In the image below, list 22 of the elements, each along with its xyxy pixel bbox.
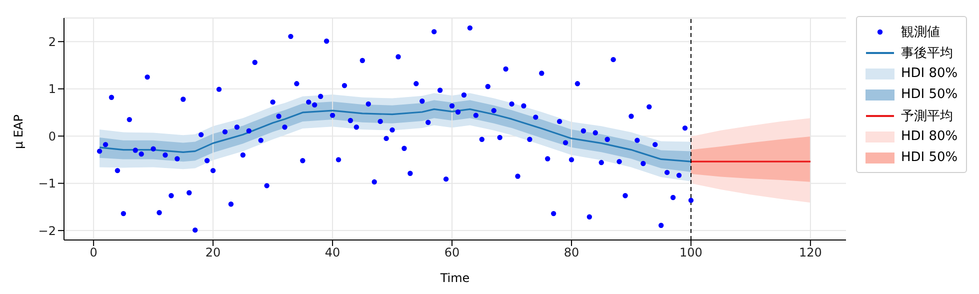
legend-label: 事後平均 xyxy=(901,44,953,62)
x-tick-label: 80 xyxy=(564,246,580,260)
x-tick-label: 40 xyxy=(324,246,340,260)
y-axis-title: μ EAP xyxy=(11,114,26,149)
y-tick-label: 2 xyxy=(48,34,56,49)
legend-label: HDI 80% xyxy=(901,66,958,81)
legend-label: 予測平均 xyxy=(901,108,953,124)
x-tick-label: 120 xyxy=(799,246,822,260)
x-tick-label: 0 xyxy=(90,246,98,260)
x-tick-label: 20 xyxy=(205,246,221,260)
x-tick-label: 60 xyxy=(444,246,460,260)
legend-label: HDI 50% xyxy=(901,87,958,102)
y-tick-label: −1 xyxy=(38,176,56,191)
y-tick-label: 1 xyxy=(48,82,56,96)
x-axis-title: Time xyxy=(439,271,470,285)
legend-label: 観測値 xyxy=(901,24,940,40)
legend-label: HDI 50% xyxy=(901,150,958,165)
y-tick-label: 0 xyxy=(48,129,56,144)
line-series xyxy=(98,108,692,162)
y-tick-label: −2 xyxy=(38,224,56,238)
x-tick-label: 100 xyxy=(680,246,702,260)
legend-label: HDI 80% xyxy=(901,129,958,144)
